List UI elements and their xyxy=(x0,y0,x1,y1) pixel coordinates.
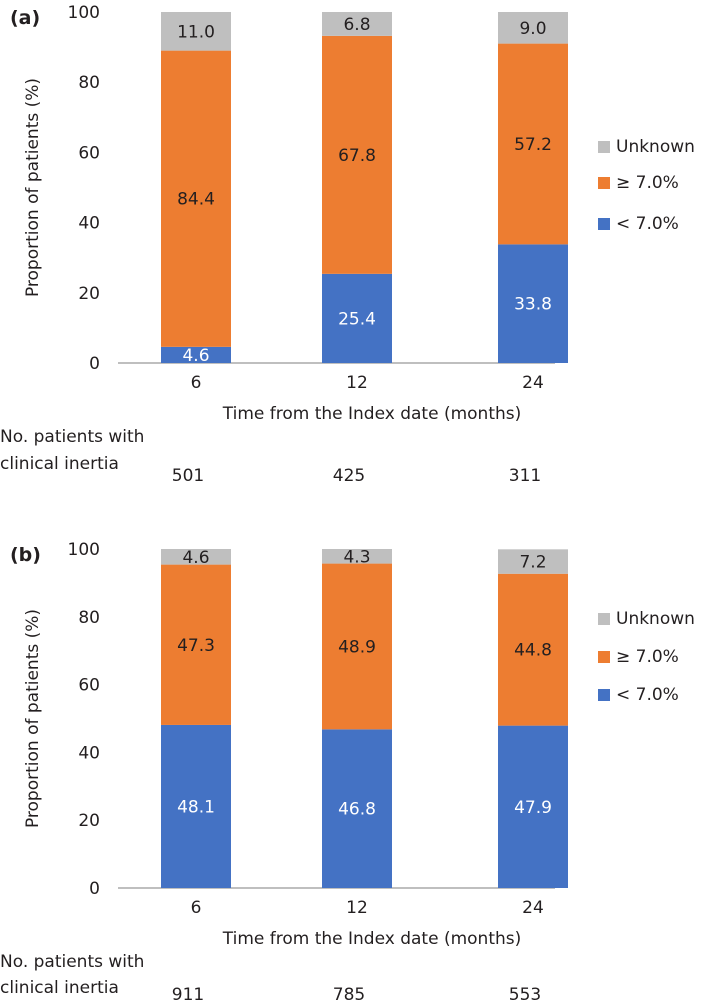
bar-segment-above xyxy=(161,564,231,725)
footer-label-line2: clinical inertia xyxy=(0,454,119,474)
y-tick-label: 40 xyxy=(78,214,100,234)
footer-label-line1: No. patients with xyxy=(0,427,144,447)
y-tick-label: 80 xyxy=(78,73,100,93)
legend-label-unknown: Unknown xyxy=(616,137,695,157)
data-label-above: 44.8 xyxy=(514,641,552,661)
y-tick-label: 20 xyxy=(78,284,100,304)
panel-label: (a) xyxy=(10,7,40,29)
legend-swatch-below xyxy=(598,218,610,230)
y-tick-label: 0 xyxy=(89,354,100,374)
legend-label-above: ≥ 7.0% xyxy=(616,173,679,193)
x-tick-label: 12 xyxy=(346,898,368,918)
x-tick-label: 24 xyxy=(522,898,544,918)
bar-segment-above xyxy=(498,573,568,726)
data-label-below: 48.1 xyxy=(177,797,215,817)
data-label-unknown: 7.2 xyxy=(519,553,546,573)
data-label-above: 84.4 xyxy=(177,190,215,210)
bar-segment-unknown xyxy=(322,549,392,564)
bar-segment-unknown xyxy=(498,549,568,574)
legend-label-below: < 7.0% xyxy=(616,685,679,705)
patient-count: 501 xyxy=(172,466,204,486)
y-axis-title: Proportion of patients (%) xyxy=(23,78,43,297)
y-tick-label: 60 xyxy=(78,676,100,696)
patient-count: 425 xyxy=(333,466,365,486)
data-label-above: 57.2 xyxy=(514,135,552,155)
legend-swatch-above xyxy=(598,177,610,189)
patient-count: 785 xyxy=(333,985,365,1005)
bar-segment-unknown xyxy=(161,549,231,565)
legend-label-unknown: Unknown xyxy=(616,609,695,629)
y-tick-label: 80 xyxy=(78,608,100,628)
data-label-below: 46.8 xyxy=(338,800,376,820)
y-tick-label: 100 xyxy=(68,3,100,23)
bar-segment-below xyxy=(498,725,568,888)
y-tick-label: 40 xyxy=(78,743,100,763)
bar-segment-below xyxy=(161,724,231,888)
x-tick-label: 12 xyxy=(346,373,368,393)
x-axis-title: Time from the Index date (months) xyxy=(222,929,522,949)
patient-count: 911 xyxy=(172,985,204,1005)
panel-label: (b) xyxy=(10,544,41,566)
bar-segment-unknown xyxy=(322,12,392,36)
data-label-unknown: 11.0 xyxy=(177,22,215,42)
bar-segment-unknown xyxy=(498,12,568,44)
legend-swatch-above xyxy=(598,651,610,663)
x-axis-title: Time from the Index date (months) xyxy=(222,404,522,424)
legend-label-below: < 7.0% xyxy=(616,214,679,234)
data-label-below: 4.6 xyxy=(182,346,209,366)
data-label-unknown: 9.0 xyxy=(519,19,546,39)
bar-segment-above xyxy=(161,50,231,347)
patient-count: 553 xyxy=(509,985,541,1005)
data-label-unknown: 4.3 xyxy=(343,547,370,567)
bar-segment-unknown xyxy=(161,12,231,51)
y-tick-label: 100 xyxy=(68,540,100,560)
x-tick-label: 6 xyxy=(191,898,202,918)
legend-swatch-unknown xyxy=(598,613,610,625)
legend-swatch-unknown xyxy=(598,141,610,153)
footer-label-line2: clinical inertia xyxy=(0,978,119,998)
bar-segment-above xyxy=(322,35,392,274)
patient-count: 311 xyxy=(509,466,541,486)
data-label-below: 47.9 xyxy=(514,798,552,818)
footer-label-line1: No. patients with xyxy=(0,952,144,972)
data-label-above: 48.9 xyxy=(338,637,376,657)
data-label-below: 33.8 xyxy=(514,295,552,315)
y-tick-label: 0 xyxy=(89,879,100,899)
x-tick-label: 6 xyxy=(191,373,202,393)
data-label-above: 67.8 xyxy=(338,146,376,166)
legend-swatch-below xyxy=(598,689,610,701)
legend-label-above: ≥ 7.0% xyxy=(616,647,679,667)
bar-segment-above xyxy=(322,563,392,730)
data-label-unknown: 6.8 xyxy=(343,15,370,35)
bar-segment-below xyxy=(498,244,568,363)
x-tick-label: 24 xyxy=(522,373,544,393)
bar-segment-above xyxy=(498,43,568,245)
y-tick-label: 20 xyxy=(78,811,100,831)
data-label-below: 25.4 xyxy=(338,309,376,329)
y-axis-title: Proportion of patients (%) xyxy=(23,609,43,828)
bar-segment-below xyxy=(322,729,392,888)
bar-segment-below xyxy=(322,273,392,363)
y-tick-label: 60 xyxy=(78,143,100,163)
bar-segment-below xyxy=(161,346,231,363)
data-label-unknown: 4.6 xyxy=(182,548,209,568)
data-label-above: 47.3 xyxy=(177,636,215,656)
